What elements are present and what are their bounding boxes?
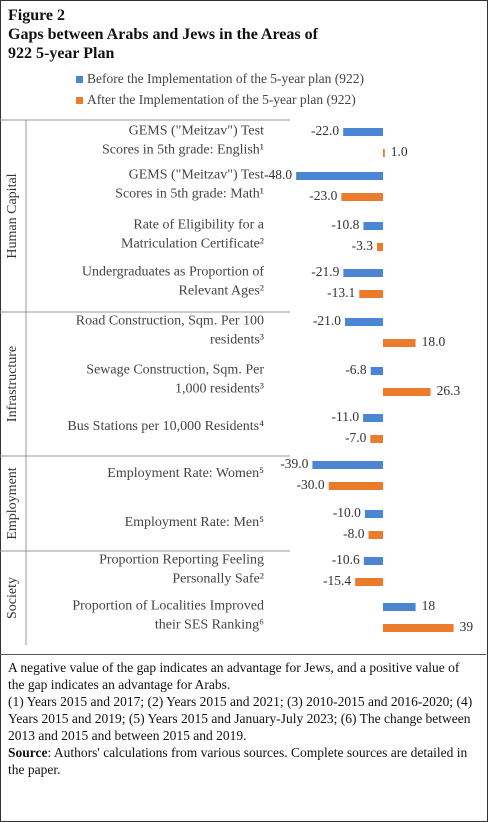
data-label-after: 39	[460, 619, 474, 634]
category-label: Proportion Reporting Feeling	[99, 553, 264, 568]
bar-after	[383, 388, 431, 396]
category-label: Scores in 5th grade: Math¹	[115, 187, 264, 202]
data-label-after: -8.0	[343, 526, 365, 541]
data-label-before: -11.0	[331, 409, 359, 424]
data-label-before: -21.0	[313, 313, 341, 328]
bar-after	[359, 290, 383, 298]
data-label-after: -7.0	[345, 430, 367, 445]
category-label: Scores in 5th grade: English¹	[102, 143, 264, 158]
source-label: Source	[8, 745, 48, 760]
bar-before	[363, 557, 383, 565]
legend-label-before: Before the Implementation of the 5-year …	[87, 71, 365, 86]
bar-before	[312, 461, 383, 469]
bar-before	[383, 603, 416, 611]
bar-before	[370, 367, 383, 375]
notes-footnotes: (1) Years 2015 and 2017; (2) Years 2015 …	[8, 694, 473, 743]
legend-swatch-before	[76, 76, 83, 83]
data-label-after: 26.3	[437, 383, 461, 398]
bar-after	[377, 243, 383, 251]
bar-after	[355, 578, 383, 586]
bar-after	[383, 149, 385, 157]
data-label-after: -13.1	[327, 285, 355, 300]
category-label: Relevant Ages²	[179, 284, 264, 299]
data-label-before: -39.0	[280, 456, 308, 471]
source-text: : Authors' calculations from various sou…	[8, 745, 468, 777]
legend-label-after: After the Implementation of the 5-year p…	[87, 92, 356, 107]
category-label: Rate of Eligibility for a	[133, 218, 264, 233]
data-label-after: -23.0	[309, 188, 337, 203]
group-label-human-capital: Human Capital	[5, 173, 20, 258]
bar-before	[363, 414, 383, 422]
category-label: Sewage Construction, Sqm. Per	[86, 363, 264, 378]
category-label: Bus Stations per 10,000 Residents⁴	[67, 419, 264, 434]
group-label-society: Society	[5, 577, 20, 619]
bar-after	[368, 531, 383, 539]
group-label-employment: Employment	[5, 467, 20, 539]
bar-after	[328, 482, 383, 490]
notes-source: Source: Authors' calculations from vario…	[8, 744, 478, 778]
bar-before	[344, 318, 383, 326]
bar-after	[383, 624, 454, 632]
figure-title-line2: 922 5-year Plan	[8, 45, 115, 62]
category-label: Proportion of Localities Improved	[72, 599, 264, 614]
category-label: Employment Rate: Men⁵	[125, 515, 265, 530]
category-label: Employment Rate: Women⁵	[107, 466, 264, 481]
bar-after	[341, 193, 383, 201]
category-label: GEMS ("Meitzav") Test	[129, 168, 265, 183]
category-label: Road Construction, Sqm. Per 100	[76, 314, 264, 329]
figure-notes: A negative value of the gap indicates an…	[0, 654, 486, 778]
data-label-before: 18	[422, 598, 436, 613]
data-label-after: -15.4	[323, 573, 351, 588]
data-label-before: -10.0	[333, 505, 361, 520]
category-label: Undergraduates as Proportion of	[82, 265, 264, 280]
bar-before	[363, 222, 383, 230]
figure-label: Figure 2	[8, 7, 66, 24]
notes-sign-explanation: A negative value of the gap indicates an…	[8, 660, 460, 692]
data-label-before: -21.9	[311, 264, 339, 279]
bar-after	[370, 435, 383, 443]
data-label-before: -10.6	[332, 552, 360, 567]
category-label: Matriculation Certificate²	[121, 237, 264, 252]
bar-before	[343, 269, 383, 277]
data-label-after: 18.0	[422, 334, 446, 349]
bar-before	[364, 510, 383, 518]
data-label-after: -3.3	[352, 238, 374, 253]
category-label: Personally Safe²	[172, 572, 264, 587]
category-label: residents³	[210, 333, 264, 348]
bar-before	[343, 128, 383, 136]
bar-before	[296, 172, 383, 180]
data-label-after: 1.0	[391, 144, 408, 159]
category-label: GEMS ("Meitzav") Test	[129, 124, 265, 139]
figure-title-line1: Gaps between Arabs and Jews in the Areas…	[8, 26, 318, 43]
data-label-after: -30.0	[297, 477, 325, 492]
category-label: their SES Ranking⁶	[155, 618, 264, 633]
group-label-infrastructure: Infrastructure	[5, 346, 20, 422]
data-label-before: -22.0	[311, 123, 339, 138]
data-label-before: -10.8	[331, 217, 359, 232]
data-label-before: -6.8	[345, 362, 367, 377]
category-label: 1,000 residents³	[175, 382, 264, 397]
bar-after	[383, 339, 416, 347]
legend-swatch-after	[76, 97, 83, 104]
bar-chart: Human Capital Infrastructure Employment Soc…	[0, 119, 474, 645]
data-label-before: -48.0	[264, 167, 292, 182]
